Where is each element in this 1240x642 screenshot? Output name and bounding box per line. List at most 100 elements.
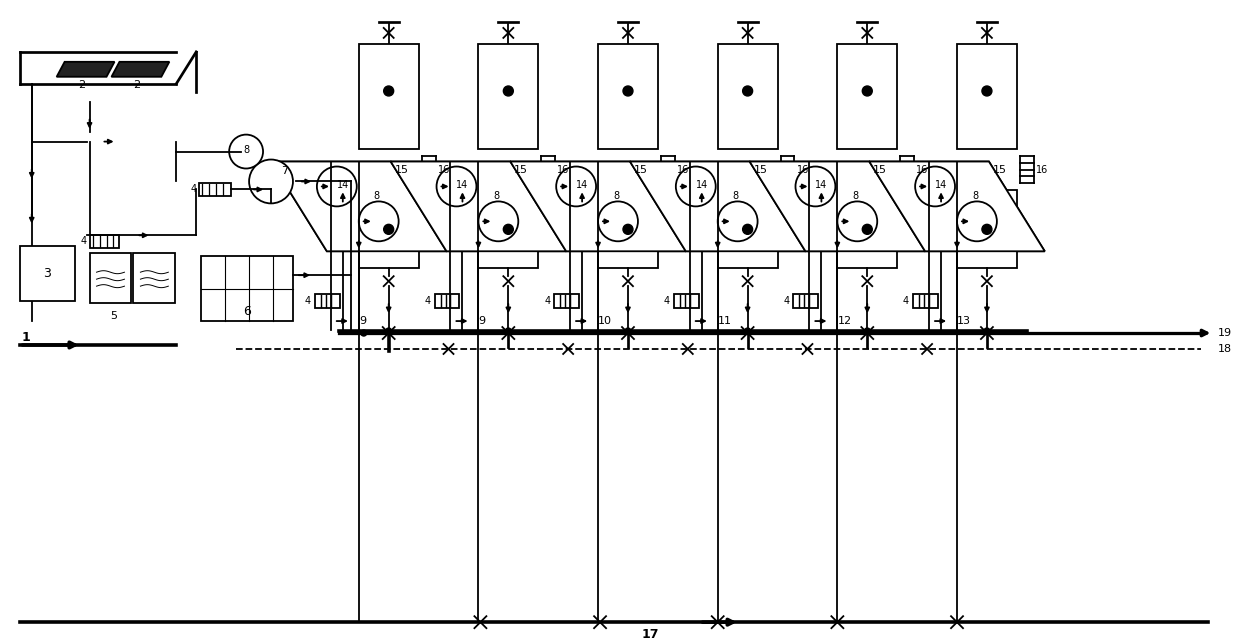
- Text: 4: 4: [903, 296, 909, 306]
- Text: 4: 4: [190, 184, 196, 195]
- Circle shape: [862, 224, 872, 234]
- Bar: [718, 191, 777, 268]
- Text: 8: 8: [852, 191, 858, 202]
- Text: 15: 15: [873, 164, 888, 175]
- Circle shape: [718, 202, 758, 241]
- Polygon shape: [391, 162, 567, 251]
- Circle shape: [622, 86, 632, 96]
- Circle shape: [837, 202, 877, 241]
- Polygon shape: [750, 162, 925, 251]
- Text: 4: 4: [663, 296, 670, 306]
- Bar: [572, 162, 591, 177]
- Text: 17: 17: [641, 628, 658, 641]
- Circle shape: [383, 224, 393, 234]
- Circle shape: [317, 166, 357, 206]
- Polygon shape: [511, 162, 686, 251]
- Text: 14: 14: [696, 180, 708, 191]
- Text: 13: 13: [957, 316, 971, 326]
- Text: 1: 1: [22, 331, 31, 343]
- Text: 6: 6: [243, 304, 250, 318]
- Text: 8: 8: [243, 144, 249, 155]
- Text: 16: 16: [916, 164, 929, 175]
- Bar: [957, 44, 1017, 148]
- Text: 15: 15: [634, 164, 649, 175]
- Text: 19: 19: [1218, 328, 1233, 338]
- Text: 18: 18: [1218, 344, 1233, 354]
- Text: 9: 9: [358, 316, 366, 326]
- Text: 16: 16: [677, 164, 689, 175]
- Text: 9: 9: [479, 316, 486, 326]
- Circle shape: [436, 166, 476, 206]
- Polygon shape: [750, 162, 925, 251]
- Bar: [598, 44, 658, 148]
- Bar: [89, 253, 131, 303]
- Bar: [89, 236, 119, 248]
- Circle shape: [915, 166, 955, 206]
- Bar: [358, 191, 419, 268]
- Text: 15: 15: [394, 164, 409, 175]
- Bar: [453, 162, 472, 177]
- Text: 12: 12: [837, 316, 852, 326]
- Bar: [913, 294, 939, 308]
- Text: 3: 3: [42, 266, 51, 280]
- Bar: [692, 162, 712, 177]
- Circle shape: [386, 328, 392, 334]
- Text: 14: 14: [456, 180, 469, 191]
- Circle shape: [743, 86, 753, 96]
- Circle shape: [361, 330, 367, 336]
- Polygon shape: [630, 162, 806, 251]
- Text: 8: 8: [972, 191, 978, 202]
- Bar: [332, 162, 353, 177]
- Text: 8: 8: [373, 191, 379, 202]
- Polygon shape: [112, 62, 170, 77]
- Bar: [811, 162, 831, 177]
- Polygon shape: [272, 162, 446, 251]
- Circle shape: [862, 86, 872, 96]
- Circle shape: [957, 202, 997, 241]
- Bar: [479, 191, 538, 268]
- Circle shape: [625, 328, 631, 334]
- Bar: [134, 253, 175, 303]
- Circle shape: [743, 224, 753, 234]
- Bar: [434, 294, 460, 308]
- Circle shape: [745, 328, 750, 334]
- Circle shape: [503, 224, 513, 234]
- Circle shape: [622, 224, 632, 234]
- Polygon shape: [57, 62, 114, 77]
- Text: 4: 4: [784, 296, 790, 306]
- Text: 4: 4: [305, 296, 311, 306]
- Text: 14: 14: [815, 180, 827, 191]
- Text: 8: 8: [733, 191, 739, 202]
- Circle shape: [249, 159, 293, 204]
- Bar: [794, 294, 818, 308]
- Polygon shape: [511, 162, 686, 251]
- Text: 15: 15: [993, 164, 1007, 175]
- Bar: [358, 44, 419, 148]
- Polygon shape: [630, 162, 806, 251]
- Circle shape: [676, 166, 715, 206]
- Bar: [554, 294, 579, 308]
- Bar: [957, 191, 1017, 268]
- Text: 14: 14: [935, 180, 947, 191]
- Text: 8: 8: [494, 191, 500, 202]
- Circle shape: [479, 202, 518, 241]
- Text: 11: 11: [718, 316, 732, 326]
- Polygon shape: [391, 162, 567, 251]
- Bar: [315, 294, 340, 308]
- Text: 16: 16: [438, 164, 450, 175]
- Text: 14: 14: [577, 180, 588, 191]
- Circle shape: [229, 135, 263, 168]
- Text: 4: 4: [81, 236, 87, 247]
- Circle shape: [506, 328, 511, 334]
- Circle shape: [983, 328, 990, 334]
- Circle shape: [982, 86, 992, 96]
- Text: 4: 4: [544, 296, 551, 306]
- Polygon shape: [869, 162, 1045, 251]
- Circle shape: [864, 328, 870, 334]
- Text: 5: 5: [110, 311, 117, 321]
- Text: 16: 16: [796, 164, 808, 175]
- Circle shape: [503, 86, 513, 96]
- Text: 14: 14: [337, 180, 348, 191]
- Bar: [931, 162, 951, 177]
- Bar: [201, 256, 293, 321]
